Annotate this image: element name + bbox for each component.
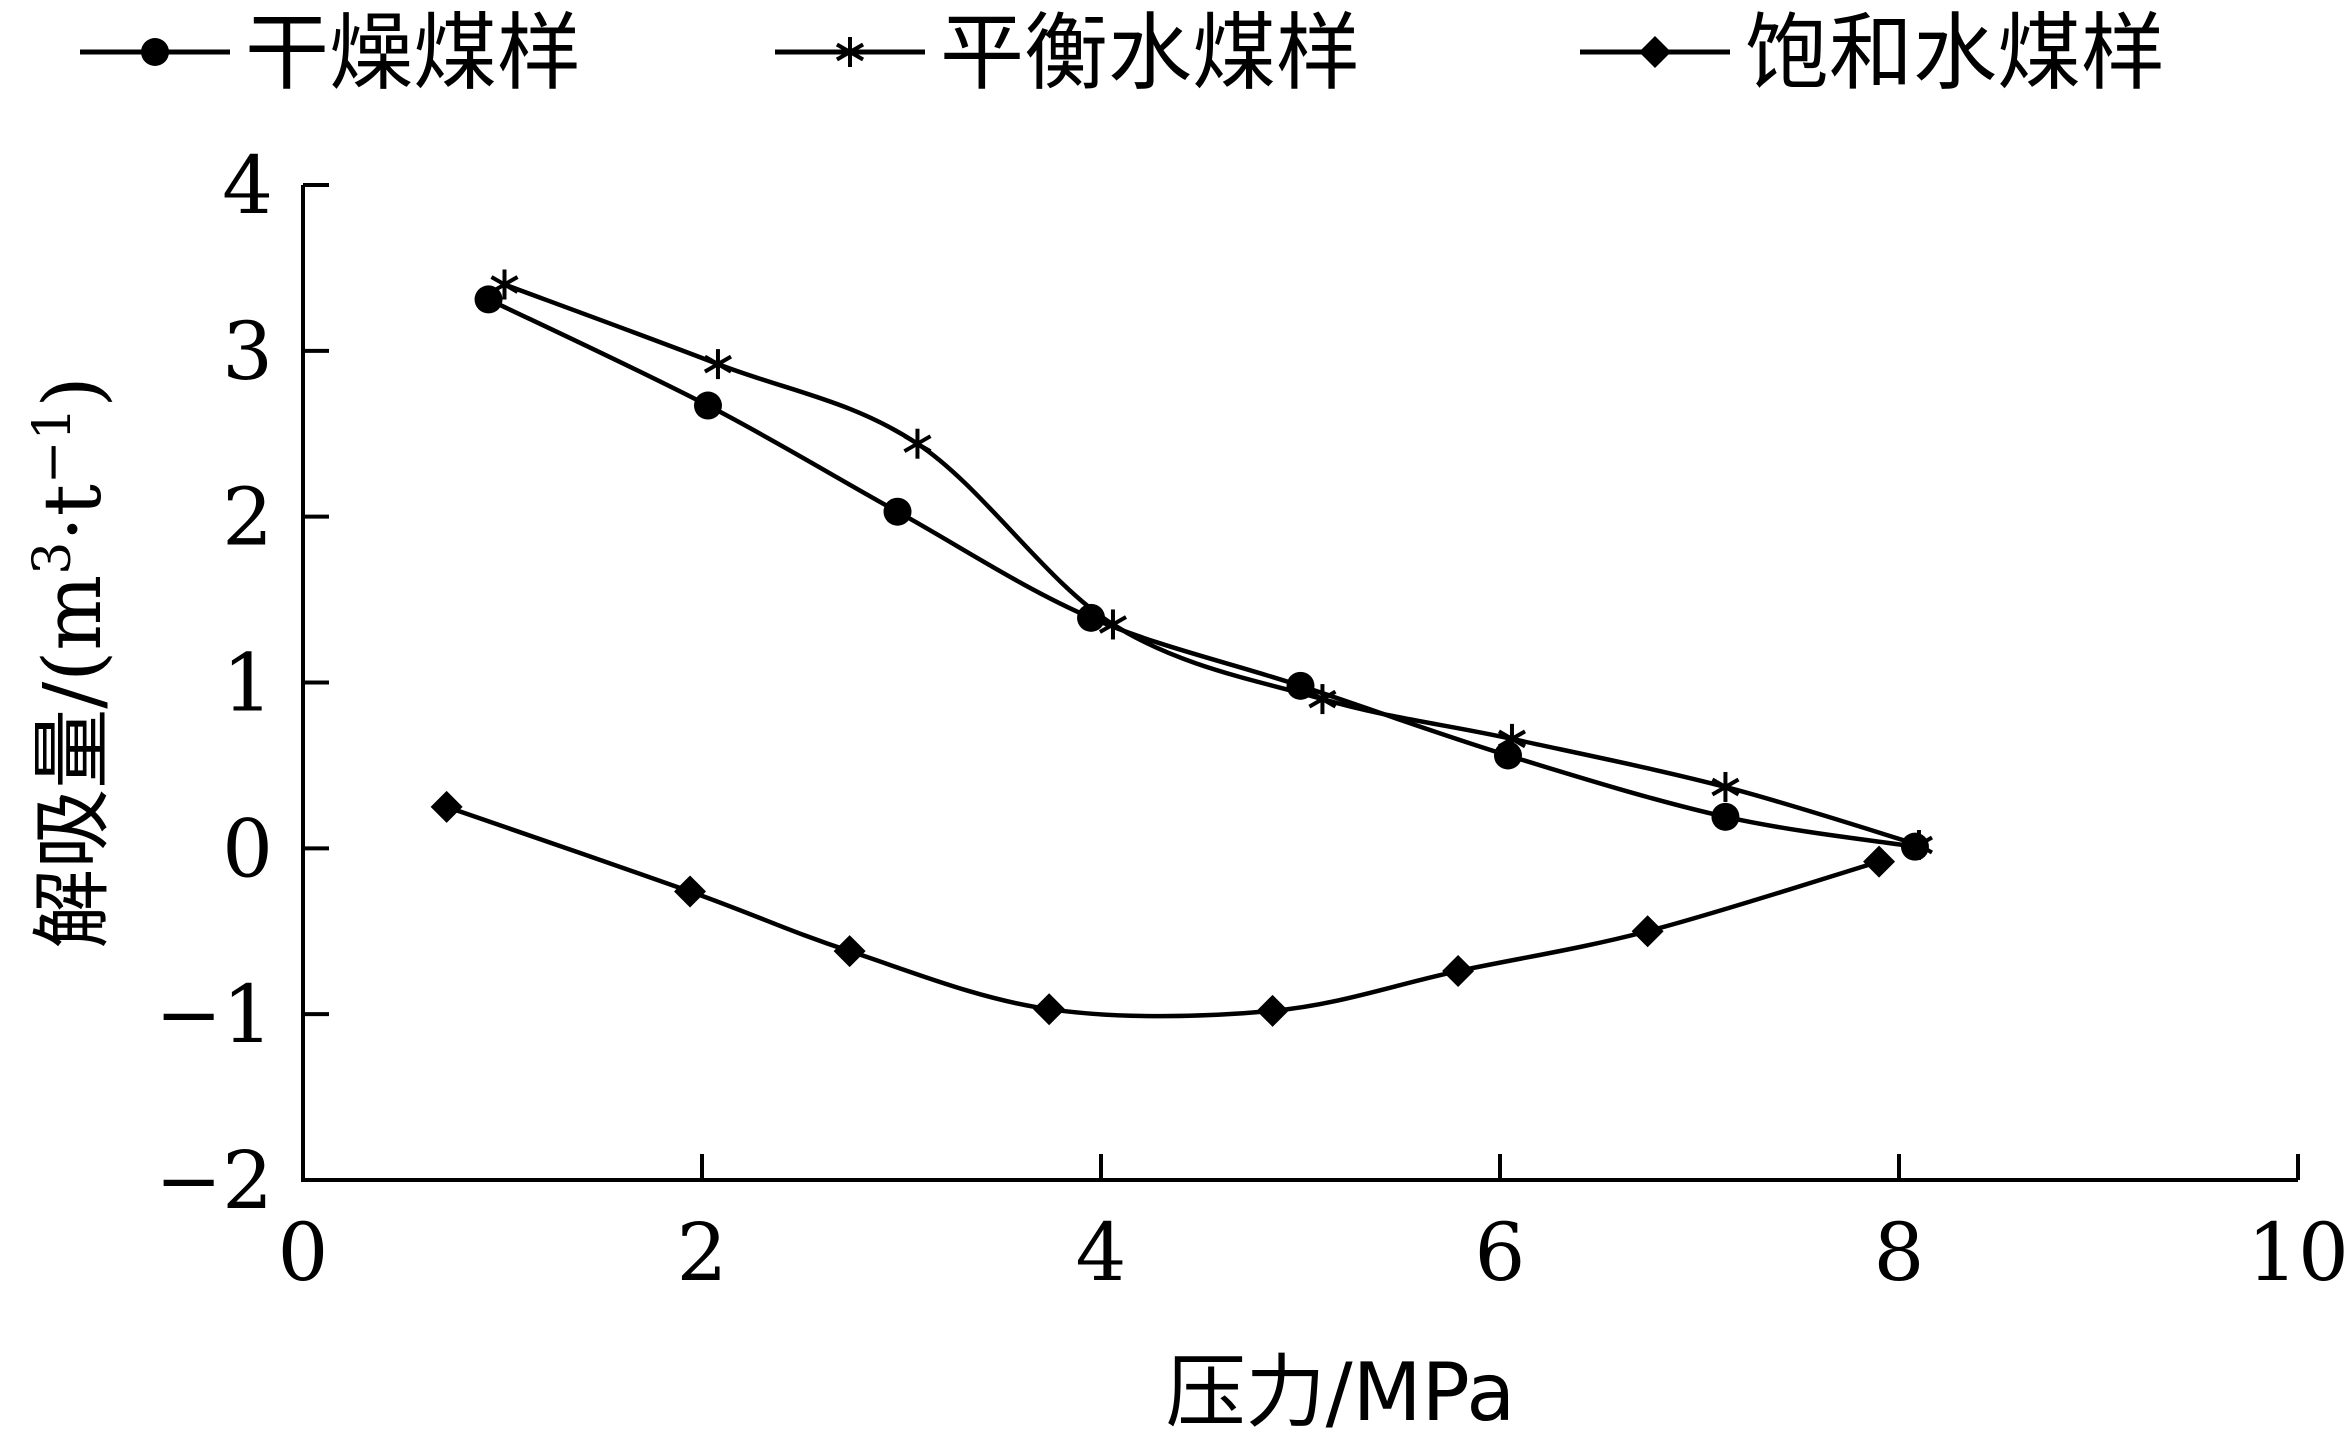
x-tick-label: 4 xyxy=(1076,1206,1127,1299)
data-point-diamond xyxy=(430,790,463,823)
legend-item-3: 饱和水煤样 xyxy=(1580,4,2165,102)
legend-label: 饱和水煤样 xyxy=(1745,4,2165,102)
data-point-circle xyxy=(1493,741,1522,770)
series-line xyxy=(487,297,1916,849)
x-tick-label: 8 xyxy=(1874,1206,1925,1299)
data-point-asterisk xyxy=(1904,830,1933,861)
y-tick-label: −1 xyxy=(155,968,273,1061)
y-axis-title-text: 解吸量/(m3·t−1) xyxy=(23,376,119,949)
data-point-diamond xyxy=(833,935,866,968)
data-point-asterisk xyxy=(1308,684,1337,715)
y-axis-title-main: 解吸量 xyxy=(26,709,119,949)
y-tick-label: 3 xyxy=(222,305,273,398)
x-tick-label: 10 xyxy=(2247,1206,2344,1299)
data-point-circle xyxy=(474,285,503,314)
legend-marker xyxy=(1639,36,1671,68)
legend-item-1: 干燥煤样 xyxy=(80,4,581,102)
data-point-circle xyxy=(1077,603,1106,632)
legend-label: 干燥煤样 xyxy=(245,4,581,102)
x-axis-title: 压力/MPa xyxy=(1166,1346,1516,1437)
series-line xyxy=(445,804,1880,1019)
series-1 xyxy=(474,285,1929,861)
y-ticks: −2 −1 0 1 2 3 4 xyxy=(155,139,329,1227)
data-point-diamond xyxy=(1033,993,1066,1026)
data-point-asterisk xyxy=(1711,771,1740,802)
data-point-asterisk xyxy=(903,428,932,459)
data-point-circle xyxy=(883,497,912,526)
y-tick-label: 4 xyxy=(222,139,273,232)
y-axis-title-unit-prefix: /(m xyxy=(26,575,119,709)
y-tick-label: −2 xyxy=(155,1134,273,1227)
data-point-diamond xyxy=(1631,915,1664,948)
data-point-diamond xyxy=(1442,955,1475,988)
y-axis-title-sup-neg1: −1 xyxy=(23,407,83,484)
data-point-asterisk xyxy=(490,269,519,300)
data-point-diamond xyxy=(674,875,707,908)
legend-label: 平衡水煤样 xyxy=(940,4,1360,102)
series-3 xyxy=(430,790,1896,1027)
legend: 干燥煤样 平衡水煤样 饱和水煤样 xyxy=(80,4,2165,102)
y-axis-title: 解吸量/(m3·t−1) xyxy=(23,376,119,949)
series-layer xyxy=(430,269,1933,1027)
data-point-asterisk xyxy=(1098,609,1128,640)
y-axis-title-unit-mid: ·t xyxy=(26,484,119,542)
y-tick-label: 2 xyxy=(222,471,273,564)
data-point-circle xyxy=(693,391,722,420)
x-tick-label: 2 xyxy=(677,1206,728,1299)
series-line xyxy=(503,282,1920,848)
x-tick-label: 0 xyxy=(278,1206,329,1299)
legend-marker xyxy=(835,37,865,67)
data-point-circle xyxy=(1711,802,1740,831)
data-point-diamond xyxy=(1256,994,1289,1027)
y-axis-title-unit-suffix: ) xyxy=(26,376,119,407)
y-axis-title-sup-3: 3 xyxy=(23,542,83,575)
y-tick-label: 0 xyxy=(222,802,273,895)
y-tick-label: 1 xyxy=(222,637,273,730)
data-point-asterisk xyxy=(703,349,733,380)
x-tick-label: 6 xyxy=(1475,1206,1526,1299)
legend-item-2: 平衡水煤样 xyxy=(775,4,1360,102)
x-ticks: 0 2 4 6 8 10 xyxy=(278,1154,2344,1299)
data-point-diamond xyxy=(1863,845,1896,878)
legend-marker xyxy=(141,38,169,66)
series-2 xyxy=(490,269,1933,861)
data-point-asterisk xyxy=(1497,723,1527,754)
